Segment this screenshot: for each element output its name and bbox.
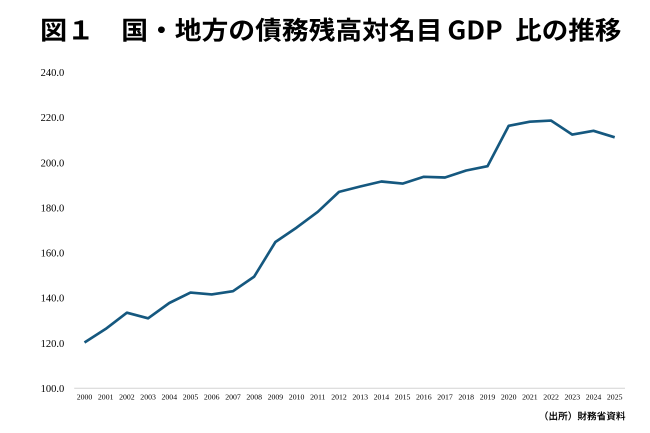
svg-text:2003: 2003 bbox=[140, 393, 156, 402]
svg-text:2021: 2021 bbox=[522, 393, 538, 402]
svg-text:2018: 2018 bbox=[458, 393, 474, 402]
svg-text:2022: 2022 bbox=[543, 393, 559, 402]
svg-text:2025: 2025 bbox=[607, 393, 623, 402]
svg-text:200.0: 200.0 bbox=[41, 158, 65, 169]
svg-text:2002: 2002 bbox=[119, 393, 135, 402]
svg-text:2014: 2014 bbox=[374, 393, 390, 402]
svg-text:180.0: 180.0 bbox=[41, 203, 65, 214]
svg-text:2010: 2010 bbox=[289, 393, 305, 402]
svg-text:100.0: 100.0 bbox=[41, 384, 65, 395]
svg-text:2017: 2017 bbox=[437, 393, 453, 402]
svg-text:220.0: 220.0 bbox=[41, 113, 65, 124]
svg-text:2011: 2011 bbox=[310, 393, 325, 402]
svg-text:2023: 2023 bbox=[565, 393, 581, 402]
svg-text:2006: 2006 bbox=[204, 393, 220, 402]
svg-text:2019: 2019 bbox=[480, 393, 496, 402]
svg-text:2007: 2007 bbox=[225, 393, 241, 402]
svg-text:160.0: 160.0 bbox=[41, 249, 65, 260]
svg-text:240.0: 240.0 bbox=[41, 68, 65, 79]
svg-text:2020: 2020 bbox=[501, 393, 517, 402]
svg-text:2004: 2004 bbox=[162, 393, 178, 402]
svg-text:2012: 2012 bbox=[331, 393, 347, 402]
svg-text:120.0: 120.0 bbox=[41, 339, 65, 350]
svg-text:2008: 2008 bbox=[246, 393, 262, 402]
svg-text:2013: 2013 bbox=[352, 393, 368, 402]
svg-text:2000: 2000 bbox=[77, 393, 93, 402]
svg-text:140.0: 140.0 bbox=[41, 294, 65, 305]
svg-text:2015: 2015 bbox=[395, 393, 411, 402]
svg-text:2009: 2009 bbox=[268, 393, 284, 402]
svg-text:2005: 2005 bbox=[183, 393, 199, 402]
svg-text:2016: 2016 bbox=[416, 393, 432, 402]
svg-text:2001: 2001 bbox=[98, 393, 114, 402]
svg-text:2024: 2024 bbox=[586, 393, 602, 402]
